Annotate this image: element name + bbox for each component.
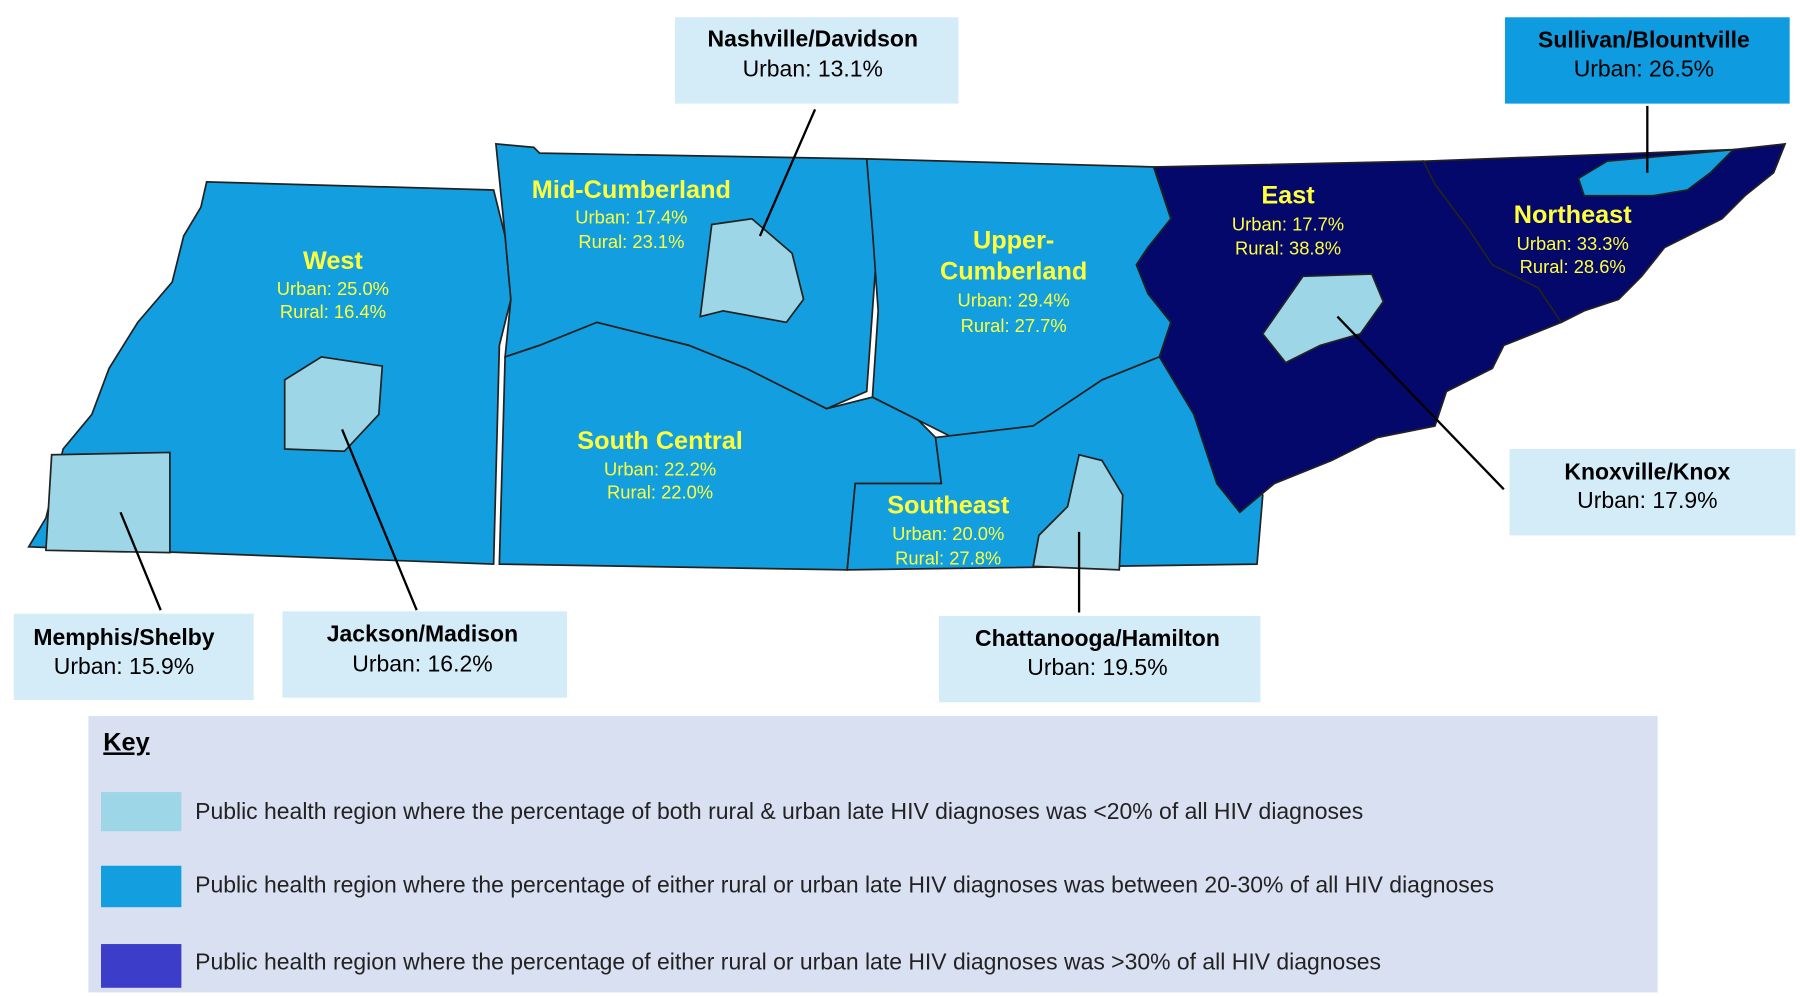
callout-value: Urban: 17.9%	[1577, 487, 1717, 513]
region-name: Northeast	[1514, 201, 1632, 229]
region-value: Urban: 17.4%	[575, 207, 687, 228]
callout-title: Sullivan/Blountville	[1538, 27, 1750, 53]
region-value: Rural: 23.1%	[578, 231, 684, 252]
callout-box	[1509, 448, 1796, 536]
key-label: Public health region where the percentag…	[195, 798, 1363, 824]
region-name: East	[1261, 182, 1315, 210]
region-name: West	[303, 247, 363, 275]
region-value: Rural: 27.7%	[961, 315, 1067, 336]
callout-box	[13, 613, 254, 700]
region-value: Urban: 29.4%	[958, 289, 1070, 310]
key-swatch	[101, 944, 182, 988]
key-label: Public health region where the percentag…	[195, 949, 1381, 975]
callout-box	[282, 611, 568, 698]
callout-box	[1504, 17, 1790, 104]
arrow	[1336, 315, 1505, 491]
key-title: Key	[103, 728, 149, 756]
metro-knoxville	[1261, 273, 1385, 364]
region-value: Urban: 20.0%	[892, 523, 1004, 544]
region-value: Rural: 22.0%	[607, 482, 713, 503]
region-name: Mid-Cumberland	[532, 176, 731, 204]
region-value: Rural: 28.6%	[1520, 256, 1626, 277]
callout-title: Jackson/Madison	[327, 621, 518, 647]
region-value: Rural: 16.4%	[280, 301, 386, 322]
callout-value: Urban: 19.5%	[1027, 654, 1167, 680]
arrow	[119, 511, 162, 611]
callout-value: Urban: 26.5%	[1574, 55, 1714, 81]
arrow	[758, 108, 817, 237]
key: Key Public health region where the perce…	[88, 716, 1658, 993]
key-label: Public health region where the percentag…	[195, 872, 1494, 898]
region-name: Upper-	[973, 226, 1054, 254]
metro-memphis	[45, 451, 171, 554]
region-value: Urban: 22.2%	[604, 459, 716, 480]
region-northeast	[1422, 142, 1787, 324]
callout-title: Nashville/Davidson	[708, 25, 918, 51]
callout-title: Chattanooga/Hamilton	[975, 625, 1220, 651]
metro-chattanooga	[1032, 453, 1124, 571]
callout-title: Knoxville/Knox	[1564, 458, 1730, 484]
callout-box	[675, 17, 959, 104]
callout-value: Urban: 15.9%	[54, 653, 194, 679]
callout-value: Urban: 13.1%	[743, 55, 883, 81]
callouts: Nashville/Davidson Urban: 13.1% Sullivan…	[13, 17, 1796, 703]
region-name: Southeast	[887, 491, 1010, 519]
region-value: Urban: 33.3%	[1517, 233, 1629, 254]
region-value: Rural: 27.8%	[895, 547, 1001, 568]
region-name: South Central	[577, 427, 743, 455]
key-swatch	[101, 792, 182, 832]
key-swatch	[101, 865, 182, 908]
region-value: Urban: 17.7%	[1232, 213, 1344, 234]
arrow	[341, 428, 418, 611]
metro-sullivan	[1577, 148, 1736, 197]
region-labels: West Urban: 25.0% Rural: 16.4% Mid-Cumbe…	[277, 176, 1632, 569]
key-box	[88, 716, 1658, 993]
region-name: Cumberland	[940, 258, 1087, 286]
region-value: Rural: 38.8%	[1235, 238, 1341, 259]
regions	[27, 142, 1787, 571]
region-value: Urban: 25.0%	[277, 278, 389, 299]
callout-title: Memphis/Shelby	[33, 624, 214, 650]
callout-box	[939, 615, 1261, 703]
metro-nashville	[699, 217, 805, 324]
metro-jackson	[283, 355, 384, 453]
callout-value: Urban: 16.2%	[352, 650, 492, 676]
